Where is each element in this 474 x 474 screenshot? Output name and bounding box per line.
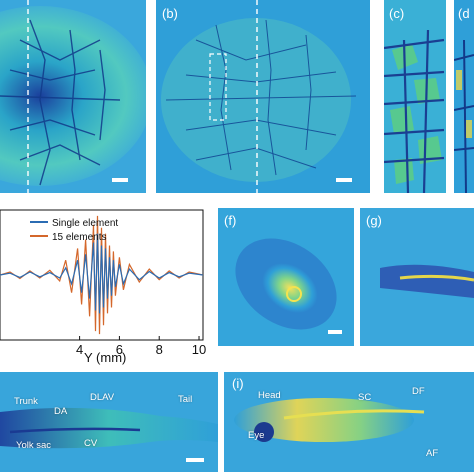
panel-c: (c) (384, 0, 446, 193)
panel-b-image (156, 0, 370, 193)
scale-bar (328, 330, 342, 334)
legend-label-fifteen: 15 elements (52, 232, 106, 243)
x-tick-label: 6 (116, 342, 123, 357)
legend-label-single: Single element (52, 218, 118, 229)
panel-f-image (218, 208, 354, 346)
tick-layer: 4 6 8 10 (76, 336, 206, 357)
label-df: DF (412, 386, 425, 397)
chart-svg: 4 6 8 10 Single element 15 elements Y (mm) (0, 209, 206, 365)
x-tick-label: 4 (76, 342, 83, 357)
panel-i: (i) Head SC DF Eye AF (224, 372, 474, 472)
panel-i-label: (i) (232, 376, 244, 391)
panel-d: (d (454, 0, 474, 193)
scale-bar (336, 178, 352, 182)
panel-a (0, 0, 146, 193)
panel-d-image (454, 0, 474, 193)
series-layer (0, 215, 204, 335)
label-yolk-sac: Yolk sac (16, 440, 52, 451)
legend: Single element 15 elements (30, 218, 118, 243)
series-line-15-elements (0, 215, 204, 335)
panel-g-image (360, 208, 474, 346)
panel-i-image (224, 372, 474, 472)
panel-c-image (384, 0, 446, 193)
label-af: AF (426, 448, 439, 459)
panel-c-label: (c) (389, 6, 405, 21)
panel-f: (f) (218, 208, 354, 346)
x-tick-label: 10 (192, 342, 206, 357)
panel-a-image (0, 0, 146, 193)
panel-f-label: (f) (224, 213, 237, 228)
panel-h-image (0, 372, 218, 472)
label-dlav: DLAV (90, 392, 115, 403)
label-cv: CV (84, 438, 98, 449)
label-tail: Tail (178, 394, 193, 405)
label-eye: Eye (248, 430, 265, 441)
panel-g-label: (g) (366, 213, 382, 228)
scale-bar (112, 178, 128, 182)
x-tick-label: 8 (156, 342, 163, 357)
label-sc: SC (358, 392, 372, 403)
panel-h: Trunk DA DLAV Tail Yolk sac CV (0, 372, 218, 472)
panel-b-label: (b) (162, 6, 178, 21)
label-head: Head (258, 390, 281, 401)
line-chart: 4 6 8 10 Single element 15 elements Y (mm) (0, 205, 206, 365)
scale-bar (186, 458, 204, 462)
x-axis-label: Y (mm) (84, 350, 126, 365)
panel-b: (b) (156, 0, 370, 193)
series-line-single-element (0, 233, 204, 314)
label-trunk: Trunk (14, 396, 38, 407)
panel-g: (g) (360, 208, 474, 346)
panel-d-label: (d (458, 6, 470, 21)
label-da: DA (54, 406, 68, 417)
